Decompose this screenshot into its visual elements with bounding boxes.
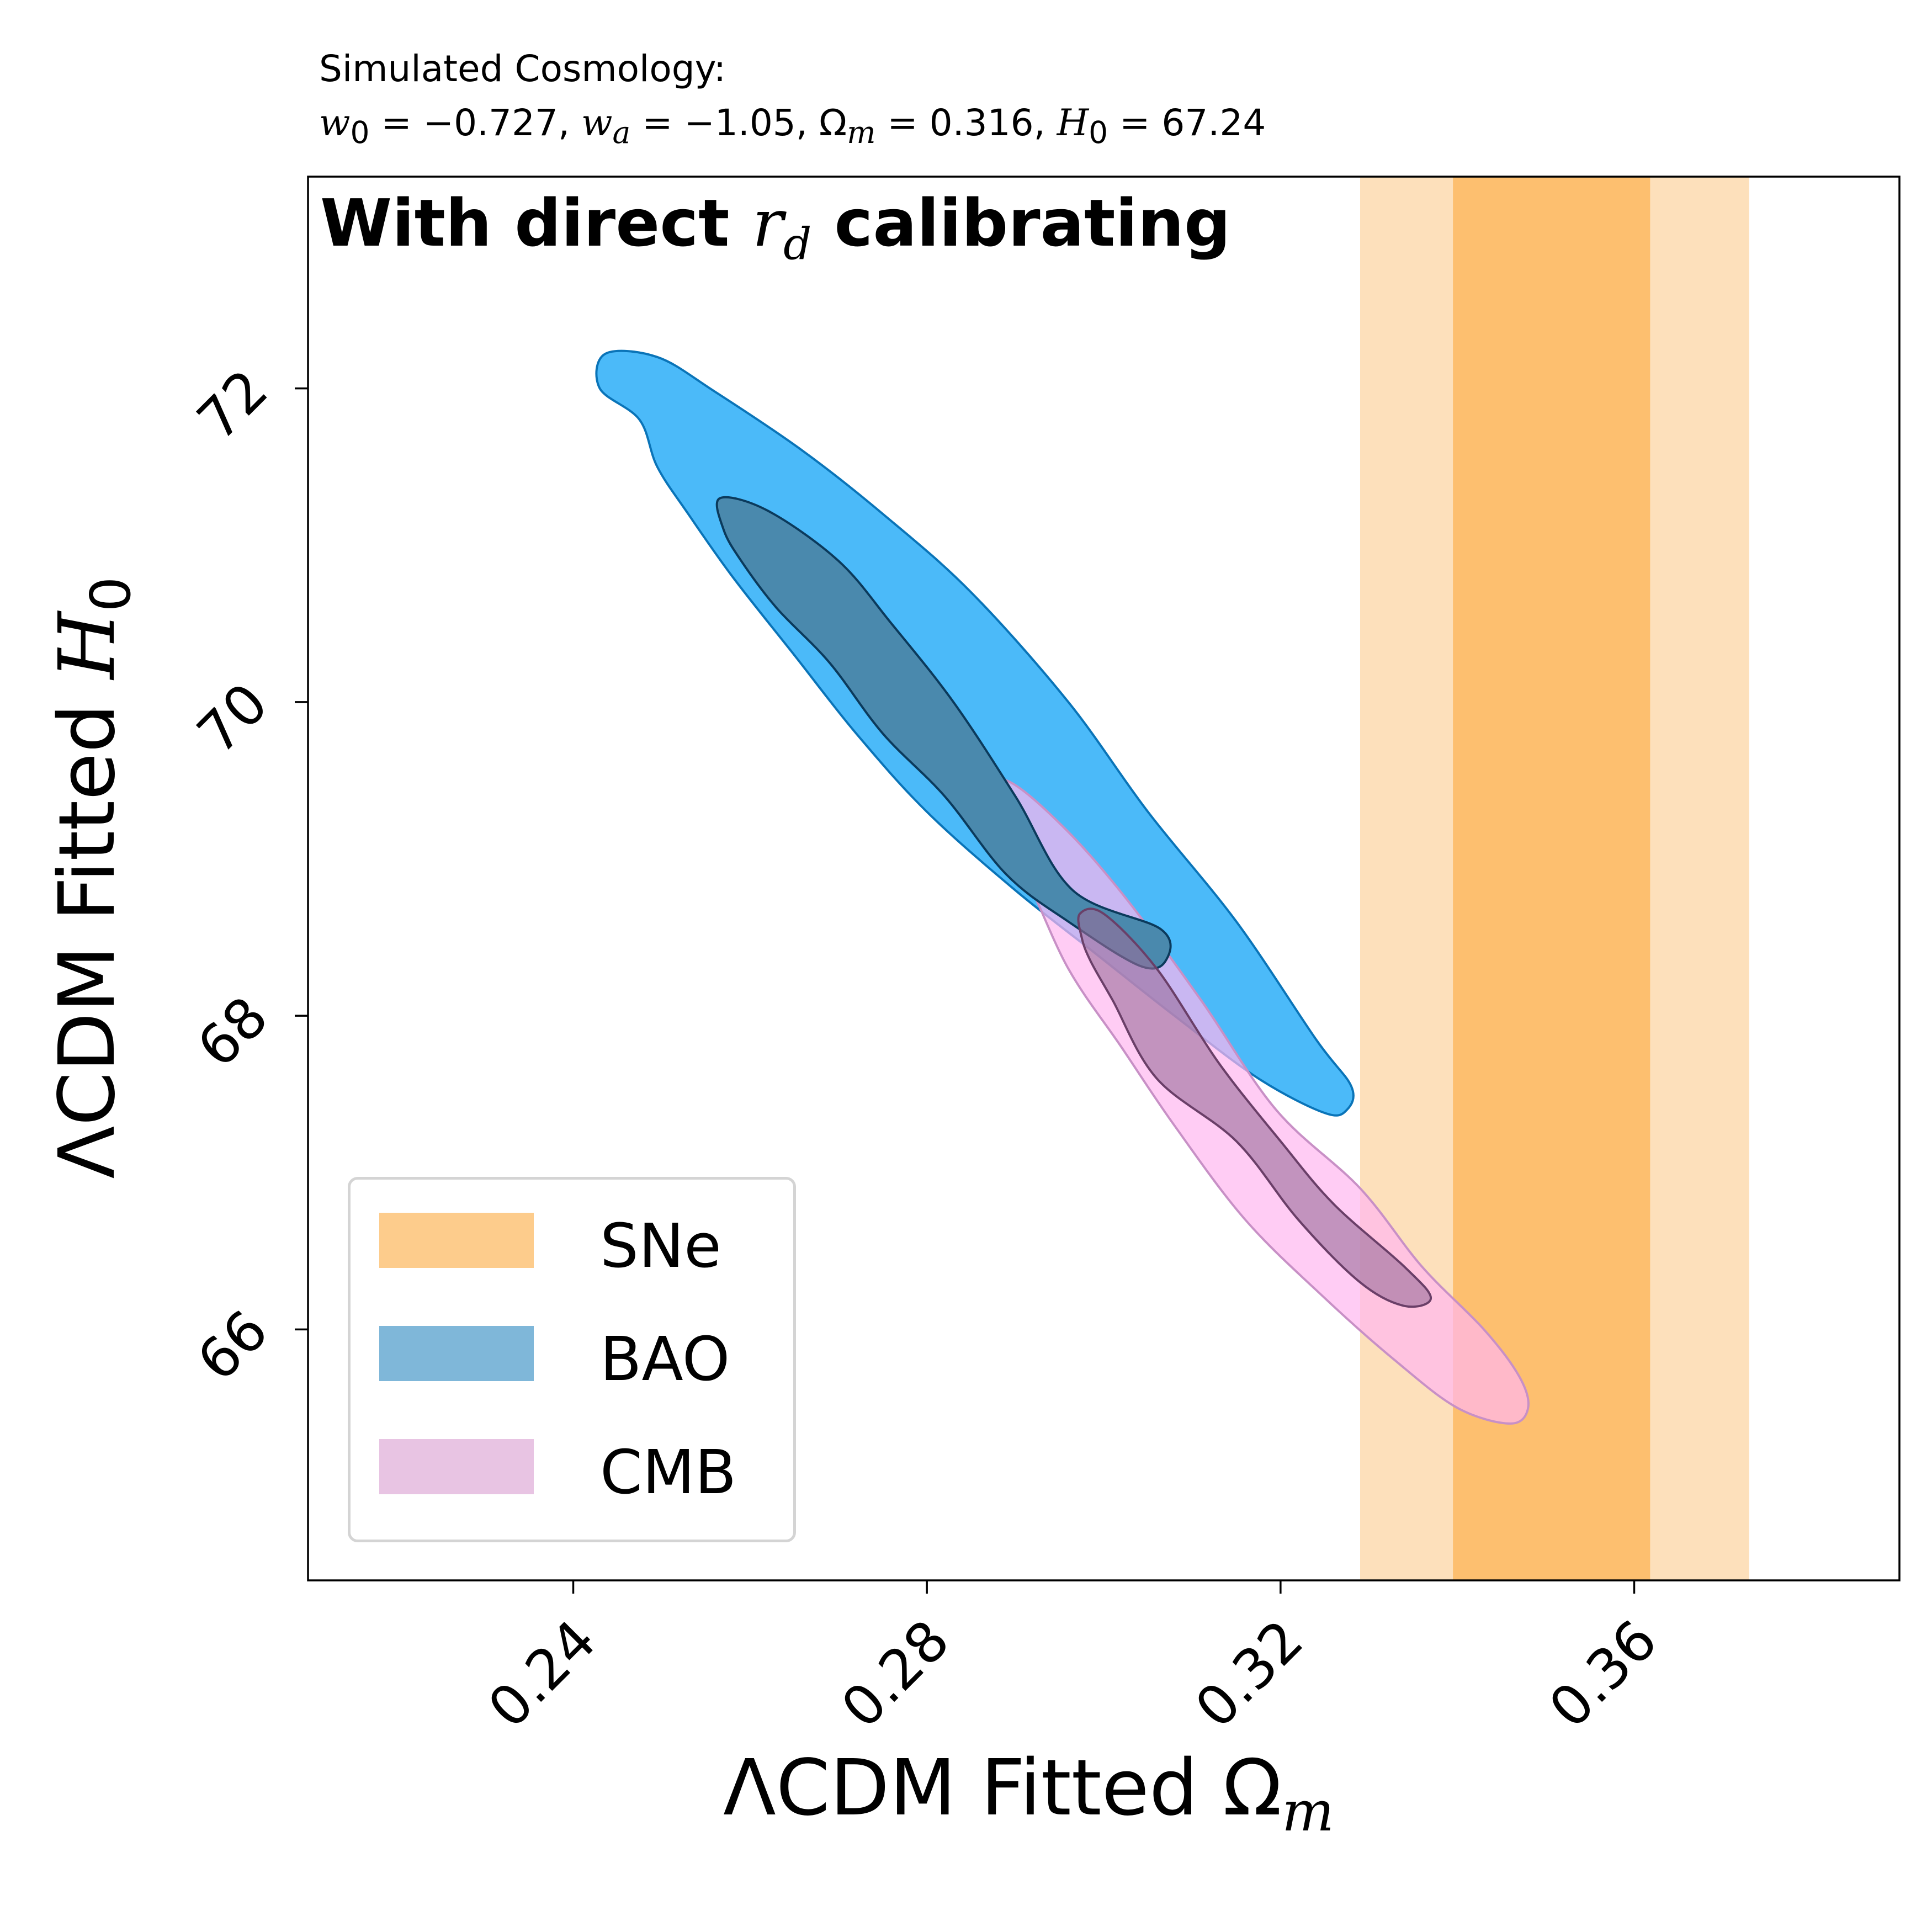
y-axis-label: ΛCDM Fitted H0 xyxy=(43,576,143,1179)
legend: SNe BAO CMB xyxy=(348,1177,796,1542)
plot-frame xyxy=(307,176,1901,1581)
title-h0-value: 67.24 xyxy=(1161,102,1266,144)
legend-swatch-sne xyxy=(379,1213,534,1268)
contour-group xyxy=(595,349,1530,1425)
title-line-2: w0 = −0.727, wa = −1.05, Ωm = 0.316, H0 … xyxy=(319,102,1266,151)
title-w0-value: −0.727 xyxy=(423,102,559,144)
legend-swatch-bao xyxy=(379,1326,534,1381)
legend-label-bao: BAO xyxy=(600,1324,730,1394)
legend-swatch-cmb xyxy=(379,1439,534,1494)
title-line-1: Simulated Cosmology: xyxy=(319,47,726,90)
panel-annotation-prefix: With direct xyxy=(320,185,752,261)
x-axis-label: ΛCDM Fitted Ωm xyxy=(723,1743,1334,1844)
axis-ticks xyxy=(295,387,1636,1594)
title-wa-value: −1.05 xyxy=(684,102,796,144)
title-om-value: 0.316 xyxy=(929,102,1034,144)
cmb-inner-contour xyxy=(1077,907,1432,1308)
legend-label-cmb: CMB xyxy=(600,1437,737,1508)
panel-annotation-suffix: calibrating xyxy=(811,185,1231,261)
legend-label-sne: SNe xyxy=(600,1211,721,1281)
panel-annotation: With direct rd calibrating xyxy=(320,185,1231,270)
plot-area xyxy=(295,176,1901,1594)
